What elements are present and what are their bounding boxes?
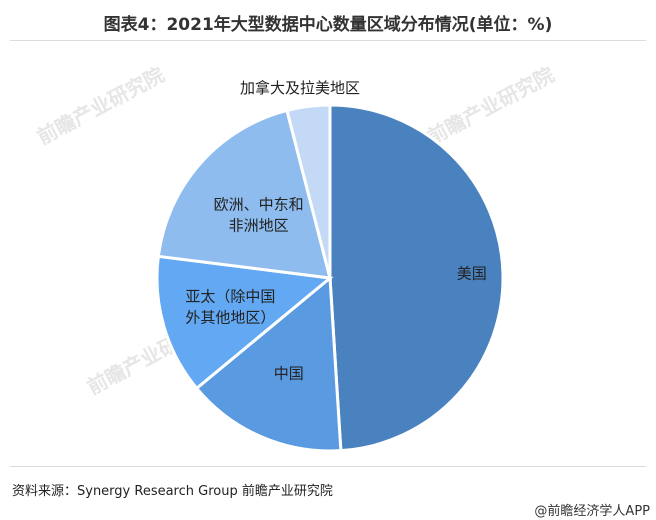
pie-slice-4 (156, 108, 333, 280)
slice-label-5: 加拿大及拉美地区 (240, 79, 360, 97)
source-note: 资料来源：Synergy Research Group 前瞻产业研究院 (12, 484, 333, 499)
slice-label-2: 中国 (274, 364, 304, 382)
pie-slice-2 (194, 274, 343, 453)
footer-divider (10, 466, 646, 467)
slice-label-4: 欧洲、中东和非洲地区 (214, 196, 304, 235)
slice-label-1: 美国 (457, 265, 487, 283)
pie-slice-1 (328, 103, 505, 453)
pie-slice-3 (155, 254, 334, 391)
slice-label-3: 亚太（除中国外其他地区） (185, 287, 275, 326)
title-divider (10, 40, 646, 41)
chart-title: 图表4：2021年大型数据中心数量区域分布情况(单位：%) (103, 15, 553, 35)
pie-slice-5 (285, 103, 332, 279)
brand-credit: @前瞻经济学人APP (534, 504, 650, 519)
